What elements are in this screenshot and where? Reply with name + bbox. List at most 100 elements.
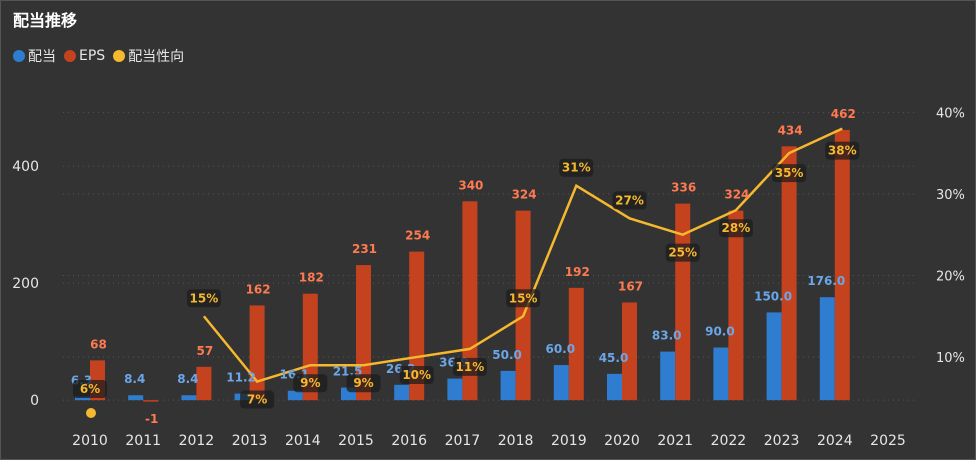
legend: 配当 EPS 配当性向: [13, 46, 184, 66]
payout-ratio-data-label: 10%: [402, 368, 431, 382]
payout-ratio-label-bg: [346, 374, 381, 393]
dividend-bar: [553, 365, 569, 401]
y-left-tick-label: 400: [12, 159, 39, 175]
x-tick-label: 2017: [445, 433, 481, 449]
dividend-bar: [447, 378, 463, 401]
payout-ratio-data-label: 7%: [247, 393, 267, 407]
payout-ratio-label-bg: [559, 158, 594, 177]
dividend-bar: [287, 390, 303, 401]
payout-ratio-data-label: 25%: [668, 246, 697, 260]
eps-bar: [568, 287, 584, 401]
legend-label-dividend: 配当: [28, 49, 56, 65]
eps-bar: [143, 400, 159, 402]
dividend-bar: [607, 373, 622, 401]
chart-title: 配当推移: [13, 11, 78, 30]
x-tick-label: 2012: [179, 433, 215, 449]
eps-bar: [622, 302, 637, 401]
x-tick-label: 2020: [604, 433, 640, 449]
y-right-tick-label: 40%: [936, 106, 965, 121]
dividend-bar: [128, 395, 144, 401]
eps-data-label: 324: [512, 188, 537, 202]
eps-bar: [728, 210, 744, 401]
dividend-bar: [819, 297, 835, 401]
dividend-data-label: 50.0: [492, 348, 522, 362]
x-tick-label: 2019: [551, 433, 587, 449]
eps-data-label: -1: [145, 412, 158, 426]
legend-swatch-payout-ratio: [113, 50, 126, 62]
dividend-data-label: 8.4: [177, 372, 198, 386]
payout-ratio-label-bg: [825, 141, 860, 160]
payout-ratio-label-bg: [718, 219, 753, 238]
legend-swatch-eps: [64, 50, 76, 62]
eps-data-label: 57: [197, 344, 214, 358]
eps-data-label: 167: [618, 279, 643, 293]
legend-item-eps[interactable]: EPS: [64, 48, 105, 64]
payout-ratio-point: [86, 408, 96, 418]
dividend-data-label: 60.0: [545, 342, 575, 356]
y-left-tick-label: 200: [12, 276, 39, 292]
legend-item-payout-ratio[interactable]: 配当性向: [113, 46, 184, 66]
payout-ratio-data-label: 6%: [80, 382, 100, 396]
payout-ratio-data-label: 31%: [562, 161, 591, 175]
legend-item-dividend[interactable]: 配当: [13, 46, 56, 66]
dividend-bar: [75, 396, 90, 401]
dividend-data-label: 11.2: [226, 371, 256, 385]
eps-bar: [781, 146, 797, 401]
dividend-data-label: 90.0: [705, 325, 735, 339]
payout-ratio-label-bg: [452, 357, 487, 376]
y-right-tick-label: 20%: [936, 269, 965, 284]
payout-ratio-data-label: 9%: [353, 376, 373, 390]
eps-data-label: 162: [246, 282, 271, 296]
eps-data-label: 231: [352, 242, 377, 256]
payout-ratio-label-bg: [293, 374, 328, 393]
x-tick-label: 2024: [817, 433, 853, 449]
y-right-tick-label: 30%: [936, 188, 965, 203]
x-tick-label: 2021: [657, 433, 693, 449]
payout-ratio-label-bg: [665, 243, 700, 262]
eps-data-label: 192: [565, 265, 590, 279]
payout-ratio-line: [202, 127, 843, 383]
x-tick-label: 2013: [232, 433, 268, 449]
dividend-data-label: 150.0: [754, 289, 792, 303]
x-tick-label: 2011: [125, 433, 161, 449]
eps-data-label: 68: [90, 337, 107, 351]
eps-bar: [834, 129, 850, 401]
eps-bar: [196, 366, 212, 401]
payout-ratio-data-label: 15%: [190, 291, 219, 305]
x-tick-label: 2015: [338, 433, 374, 449]
dividend-bar: [713, 347, 729, 401]
legend-label-eps: EPS: [79, 48, 106, 64]
eps-data-label: 324: [724, 188, 749, 202]
payout-ratio-label-bg: [240, 390, 275, 409]
dividend-data-label: 45.0: [599, 351, 629, 365]
x-tick-label: 2025: [870, 433, 906, 449]
dividend-data-label: 176.0: [807, 274, 845, 288]
eps-data-label: 462: [831, 107, 856, 121]
payout-ratio-data-label: 9%: [300, 376, 320, 390]
eps-data-label: 340: [458, 178, 483, 192]
payout-ratio-label-bg: [612, 191, 647, 210]
legend-label-payout-ratio: 配当性向: [128, 49, 185, 65]
y-left-tick-label: 0: [30, 393, 39, 409]
x-tick-label: 2010: [72, 433, 108, 449]
payout-ratio-data-label: 35%: [775, 166, 804, 180]
payout-ratio-data-label: 15%: [509, 291, 538, 305]
eps-data-label: 434: [778, 123, 803, 137]
dividend-data-label: 8.4: [124, 372, 145, 386]
payout-ratio-data-label: 27%: [615, 193, 644, 207]
eps-data-label: 336: [671, 181, 696, 195]
x-tick-label: 2023: [764, 433, 800, 449]
payout-ratio-data-label: 11%: [456, 360, 485, 374]
eps-bar: [249, 305, 265, 401]
payout-ratio-label-bg: [772, 164, 807, 183]
eps-bar: [409, 251, 425, 401]
dividend-bar: [394, 384, 410, 401]
payout-ratio-label-bg: [186, 289, 221, 308]
payout-ratio-label-bg: [506, 289, 541, 308]
dividend-data-label: 83.0: [652, 329, 682, 343]
dividend-bar: [766, 312, 782, 401]
payout-ratio-data-label: 28%: [722, 221, 751, 235]
payout-ratio-label-bg: [399, 366, 434, 385]
